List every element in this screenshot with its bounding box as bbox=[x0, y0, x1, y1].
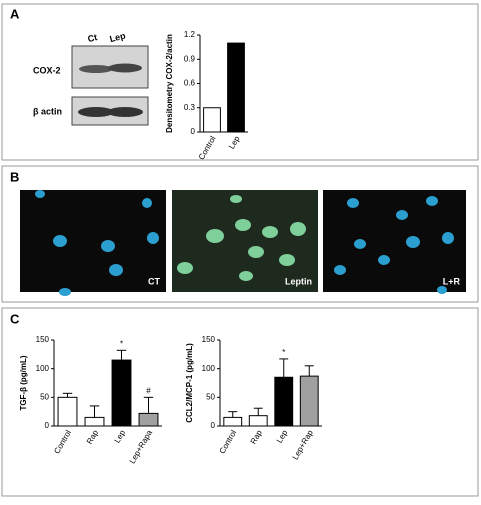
lane-label: Ct bbox=[87, 32, 99, 44]
x-tick-label: Lep bbox=[113, 428, 128, 445]
band bbox=[78, 107, 114, 117]
bar bbox=[57, 396, 78, 427]
annotation: * bbox=[282, 348, 285, 357]
image-label: CT bbox=[148, 276, 160, 286]
panel-label: B bbox=[10, 169, 19, 184]
band bbox=[107, 107, 143, 117]
band bbox=[108, 63, 142, 73]
band bbox=[79, 65, 113, 73]
row-label: β actin bbox=[33, 106, 62, 116]
x-tick-label: Control bbox=[197, 134, 218, 161]
row-label: COX-2 bbox=[33, 65, 61, 75]
bar bbox=[248, 415, 268, 427]
y-tick-label: 150 bbox=[202, 335, 216, 344]
panel-frame bbox=[1, 3, 479, 161]
micrograph bbox=[323, 190, 466, 292]
y-axis-label: CCL2/MCP-1 (pg/mL) bbox=[185, 343, 194, 423]
nuclei bbox=[35, 190, 454, 296]
bar bbox=[274, 376, 294, 427]
panel-label: C bbox=[10, 311, 20, 326]
y-tick-label: 0 bbox=[45, 421, 50, 430]
y-axis-label: Densitometry COX-2/actin bbox=[165, 34, 174, 133]
micrograph bbox=[20, 190, 166, 292]
y-tick-label: 0 bbox=[191, 127, 196, 136]
x-tick-label: Lep bbox=[227, 134, 242, 151]
x-tick-label: Lep bbox=[275, 428, 290, 445]
y-tick-label: 100 bbox=[202, 364, 216, 373]
x-tick-label: Rap bbox=[249, 428, 264, 446]
annotation: # bbox=[146, 386, 151, 395]
y-tick-label: 50 bbox=[40, 392, 49, 401]
y-tick-label: 1.2 bbox=[184, 30, 196, 39]
image-label: Leptin bbox=[285, 276, 312, 286]
lane-label: Lep bbox=[109, 30, 128, 44]
bar bbox=[223, 416, 243, 427]
panel-frame bbox=[1, 307, 479, 497]
annotation: * bbox=[120, 339, 123, 348]
y-tick-label: 0.9 bbox=[184, 54, 196, 63]
bar bbox=[84, 416, 105, 427]
y-tick-label: 150 bbox=[36, 335, 50, 344]
bar bbox=[227, 42, 245, 133]
stained-cells bbox=[177, 195, 306, 281]
x-tick-label: Lep+Rapa bbox=[128, 428, 155, 465]
y-axis-label: TGF-β (pg/mL) bbox=[19, 355, 28, 410]
x-tick-label: Lep+Rap bbox=[291, 428, 315, 461]
y-tick-label: 50 bbox=[206, 392, 215, 401]
y-tick-label: 0.3 bbox=[184, 103, 196, 112]
x-tick-label: Control bbox=[218, 428, 239, 455]
y-tick-label: 0 bbox=[211, 421, 216, 430]
panel-frame bbox=[1, 165, 479, 303]
bar bbox=[111, 359, 132, 427]
bar bbox=[299, 375, 319, 427]
image-label: L+R bbox=[443, 276, 461, 286]
panel-label: A bbox=[10, 6, 20, 21]
y-tick-label: 100 bbox=[36, 364, 50, 373]
x-tick-label: Control bbox=[52, 428, 73, 455]
bar bbox=[203, 107, 221, 133]
bar bbox=[138, 412, 159, 427]
x-tick-label: Rap bbox=[85, 428, 100, 446]
y-tick-label: 0.6 bbox=[184, 79, 196, 88]
